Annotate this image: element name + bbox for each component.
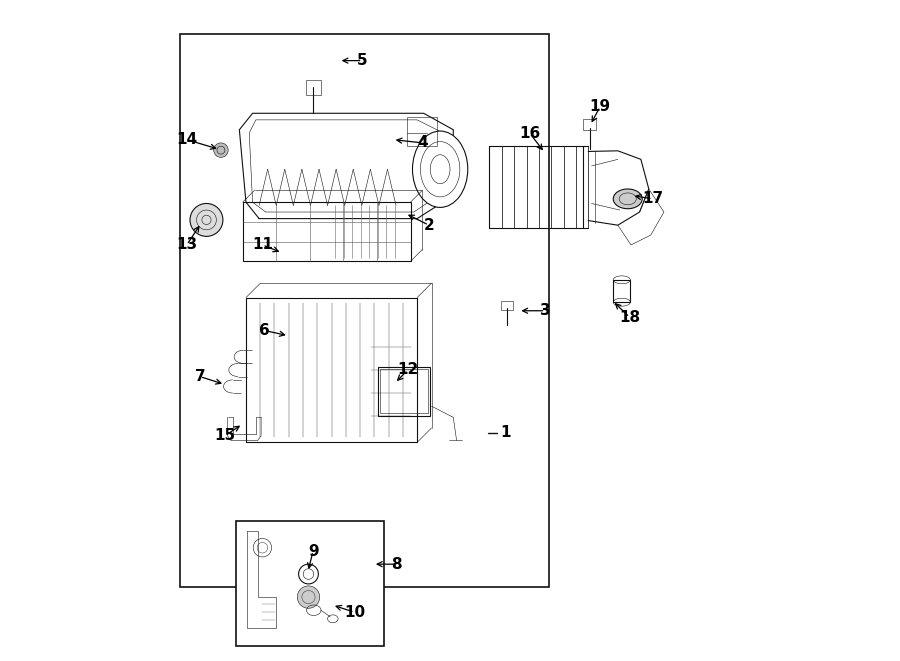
Bar — [236, 522, 384, 646]
Text: 18: 18 — [619, 310, 640, 325]
Ellipse shape — [412, 131, 468, 208]
Ellipse shape — [297, 586, 320, 608]
Text: 17: 17 — [643, 191, 663, 206]
Text: 4: 4 — [418, 136, 428, 151]
Bar — [407, 116, 436, 146]
Ellipse shape — [613, 189, 643, 209]
Bar — [243, 202, 410, 261]
Text: 2: 2 — [424, 217, 435, 233]
Text: 5: 5 — [357, 53, 368, 68]
Text: 12: 12 — [397, 362, 418, 377]
Bar — [583, 118, 596, 130]
Bar — [180, 34, 549, 587]
Text: 15: 15 — [214, 428, 236, 444]
Bar — [306, 81, 321, 95]
Bar — [378, 367, 430, 416]
Text: 1: 1 — [500, 425, 510, 440]
Ellipse shape — [213, 143, 229, 157]
Text: 16: 16 — [519, 126, 540, 141]
Text: 10: 10 — [344, 605, 365, 620]
Bar — [380, 369, 428, 413]
Ellipse shape — [190, 204, 223, 237]
Text: 7: 7 — [194, 369, 205, 384]
Text: 13: 13 — [176, 237, 197, 253]
Bar — [613, 280, 630, 302]
Text: 14: 14 — [176, 132, 197, 147]
Text: 8: 8 — [392, 557, 402, 572]
Text: 19: 19 — [590, 99, 610, 114]
Text: 11: 11 — [252, 237, 273, 253]
Text: 6: 6 — [259, 323, 270, 338]
Text: 3: 3 — [540, 303, 551, 318]
Text: 9: 9 — [308, 543, 319, 559]
Bar — [501, 301, 513, 310]
